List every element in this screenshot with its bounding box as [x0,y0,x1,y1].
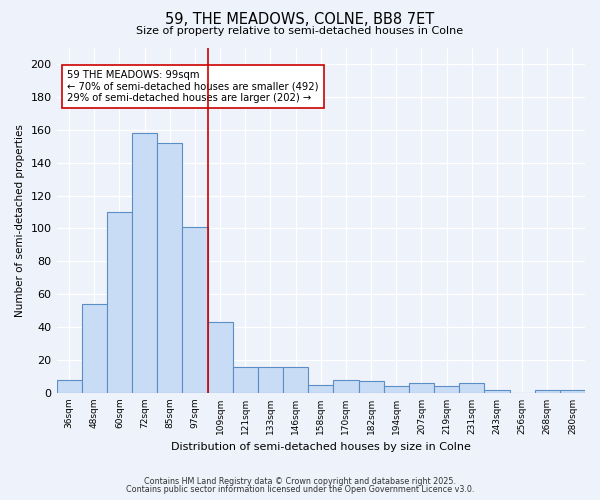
Text: Contains public sector information licensed under the Open Government Licence v3: Contains public sector information licen… [126,485,474,494]
Text: 59, THE MEADOWS, COLNE, BB8 7ET: 59, THE MEADOWS, COLNE, BB8 7ET [166,12,434,28]
X-axis label: Distribution of semi-detached houses by size in Colne: Distribution of semi-detached houses by … [171,442,471,452]
Y-axis label: Number of semi-detached properties: Number of semi-detached properties [15,124,25,316]
Text: 59 THE MEADOWS: 99sqm
← 70% of semi-detached houses are smaller (492)
29% of sem: 59 THE MEADOWS: 99sqm ← 70% of semi-deta… [67,70,319,103]
Bar [157,143,182,393]
Bar [484,390,509,393]
Bar [107,212,132,393]
Bar [459,383,484,393]
Bar [283,366,308,393]
Bar [56,380,82,393]
Bar [434,386,459,393]
Text: Size of property relative to semi-detached houses in Colne: Size of property relative to semi-detach… [136,26,464,36]
Bar [208,322,233,393]
Bar [334,380,359,393]
Bar [132,133,157,393]
Bar [409,383,434,393]
Bar [82,304,107,393]
Bar [182,227,208,393]
Bar [359,382,383,393]
Bar [233,366,258,393]
Text: Contains HM Land Registry data © Crown copyright and database right 2025.: Contains HM Land Registry data © Crown c… [144,477,456,486]
Bar [308,384,334,393]
Bar [258,366,283,393]
Bar [535,390,560,393]
Bar [383,386,409,393]
Bar [560,390,585,393]
